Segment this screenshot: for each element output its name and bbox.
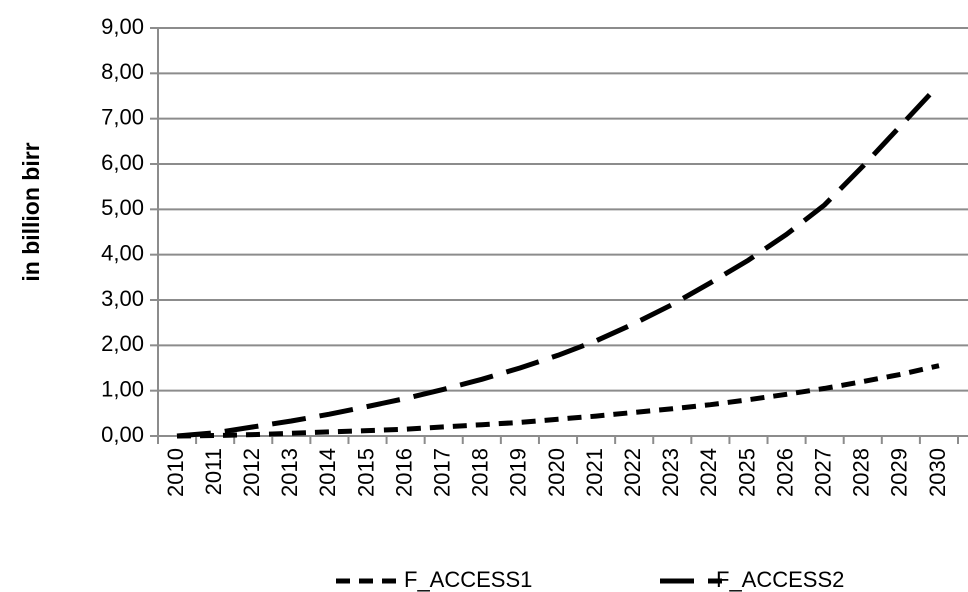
y-tick-label: 4,00 (101, 240, 144, 265)
x-tick-label: 2021 (582, 448, 607, 497)
gridlines (158, 27, 968, 392)
x-tick-label: 2028 (849, 448, 874, 497)
y-tick-label: 9,00 (101, 14, 144, 39)
series-line-f-access1 (176, 363, 940, 439)
axes (150, 27, 968, 444)
x-tick-label: 2012 (239, 448, 264, 497)
series-line-f-access2 (176, 82, 941, 439)
x-tick-label: 2030 (925, 448, 950, 497)
y-tick-label: 8,00 (101, 59, 144, 84)
x-tick-label: 2018 (468, 448, 493, 497)
x-tick-label: 2026 (772, 448, 797, 497)
x-tick-label: 2015 (353, 448, 378, 497)
x-tick-label: 2019 (506, 448, 531, 497)
x-tick-label: 2025 (734, 448, 759, 497)
x-tick-label: 2010 (163, 448, 188, 497)
x-tick-labels: 2010 2011 2012 2013 2014 2015 2016 2017 2018 2019… (163, 448, 950, 497)
y-tick-label: 0,00 (101, 422, 144, 447)
series-lines (176, 82, 941, 439)
x-tick-label: 2013 (277, 448, 302, 497)
x-tick-label: 2027 (810, 448, 835, 497)
x-tick-label: 2011 (201, 448, 226, 495)
y-tick-label: 7,00 (101, 104, 144, 129)
x-tick-label: 2023 (658, 448, 683, 497)
x-tick-label: 2020 (544, 448, 569, 497)
y-tick-label: 6,00 (101, 150, 144, 175)
x-tick-label: 2014 (315, 448, 340, 497)
legend-label: F_ACCESS2 (716, 567, 844, 592)
x-tick-label: 2017 (430, 448, 455, 497)
y-tick-label: 2,00 (101, 331, 144, 356)
y-tick-labels: 0,00 1,00 2,00 3,00 4,00 5,00 6,00 7,00 8,00 9,00 (101, 14, 144, 447)
y-tick-label: 5,00 (101, 195, 144, 220)
x-tick-label: 2022 (620, 448, 645, 497)
y-tick-label: 1,00 (101, 376, 144, 401)
x-tick-label: 2029 (887, 448, 912, 497)
x-tick-label: 2024 (696, 448, 721, 497)
y-axis-title: in billion birr (18, 142, 44, 281)
x-tick-label: 2016 (391, 448, 416, 497)
legend-label: F_ACCESS1 (404, 567, 532, 592)
legend: F_ACCESS1 F_ACCESS2 (336, 567, 844, 592)
y-tick-label: 3,00 (101, 286, 144, 311)
